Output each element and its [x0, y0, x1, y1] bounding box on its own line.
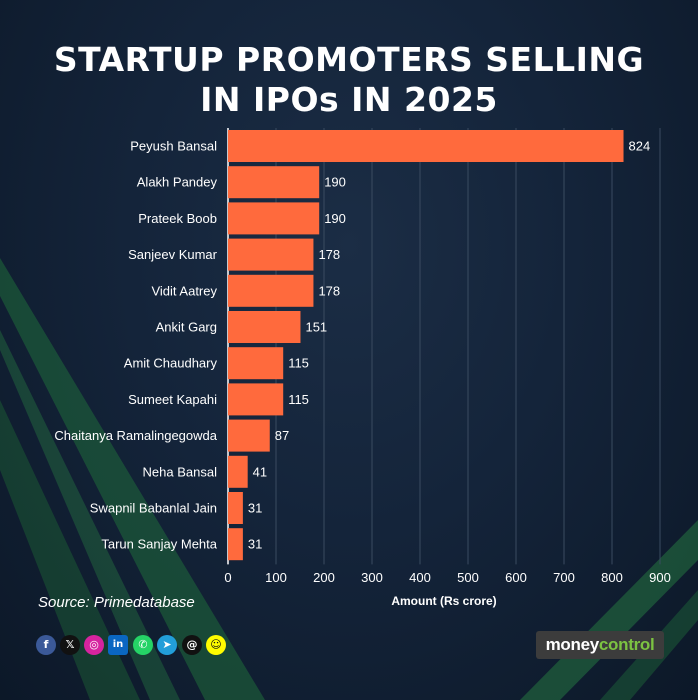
bar [228, 347, 284, 380]
value-label: 115 [288, 392, 309, 407]
value-label: 87 [275, 428, 289, 443]
value-label: 190 [324, 211, 346, 226]
logo-part-1: money [545, 635, 600, 654]
category-label: Prateek Boob [138, 211, 217, 226]
x-tick-label: 100 [265, 570, 287, 585]
bar [228, 274, 314, 307]
chart-title-line-1: STARTUP PROMOTERS SELLING [53, 40, 645, 79]
category-label: Sanjeev Kumar [128, 247, 218, 262]
bar [228, 528, 243, 561]
x-tick-label: 400 [409, 570, 431, 585]
bar [228, 166, 320, 199]
chart-title-line-2: IN IPOs IN 2025 [200, 80, 498, 119]
category-label: Alakh Pandey [137, 175, 218, 190]
value-label: 31 [248, 501, 262, 516]
value-label: 190 [324, 175, 346, 190]
category-label: Peyush Bansal [130, 139, 217, 154]
bar [228, 311, 301, 343]
x-tick-label: 800 [601, 570, 623, 585]
category-label: Ankit Garg [156, 320, 217, 335]
bars [228, 130, 624, 561]
grid-lines [227, 128, 661, 565]
whatsapp-icon[interactable]: ✆ [133, 635, 153, 655]
bar [228, 383, 284, 416]
category-label: Tarun Sanjay Mehta [101, 537, 217, 552]
x-tick-label: 700 [553, 570, 575, 585]
snapchat-icon[interactable]: ☺ [206, 635, 226, 655]
moneycontrol-logo[interactable]: moneycontrol [536, 631, 664, 659]
value-label: 824 [629, 139, 651, 154]
linkedin-icon[interactable]: in [108, 635, 128, 655]
x-tick-label: 600 [505, 570, 527, 585]
x-tick-label: 200 [313, 570, 335, 585]
category-label: Vidit Aatrey [151, 283, 217, 298]
value-label: 31 [248, 537, 262, 552]
bar [228, 492, 243, 524]
logo-part-2: control [598, 635, 655, 654]
telegram-icon[interactable]: ➤ [157, 635, 177, 655]
threads-icon[interactable]: @ [182, 635, 202, 655]
x-tick-label: 500 [457, 570, 479, 585]
bar [228, 130, 624, 162]
x-tick-label: 0 [224, 570, 231, 585]
bar [228, 238, 314, 271]
category-label: Sumeet Kapahi [128, 392, 217, 407]
labels: 0 100 200 300 400 500 600 700 800 900 Peyush Bansa… [54, 139, 670, 586]
x-icon[interactable]: 𝕏 [60, 635, 80, 655]
value-label: 41 [253, 464, 267, 479]
category-label: Amit Chaudhary [124, 356, 218, 371]
value-label: 115 [288, 356, 309, 371]
category-label: Neha Bansal [143, 464, 218, 479]
category-label: Swapnil Babanlal Jain [90, 501, 217, 516]
x-axis-label: Amount (Rs crore) [391, 594, 496, 608]
x-tick-label: 900 [649, 570, 671, 585]
facebook-icon[interactable]: f [36, 635, 56, 655]
value-label: 151 [305, 320, 327, 335]
value-label: 178 [318, 283, 340, 298]
value-label: 178 [318, 247, 340, 262]
category-label: Chaitanya Ramalingegowda [54, 428, 217, 443]
bar [228, 419, 270, 452]
bar [228, 202, 320, 235]
source-note: Source: Primedatabase [38, 594, 195, 611]
instagram-icon[interactable]: ◎ [84, 635, 104, 655]
bar [228, 455, 248, 488]
x-tick-label: 300 [361, 570, 383, 585]
